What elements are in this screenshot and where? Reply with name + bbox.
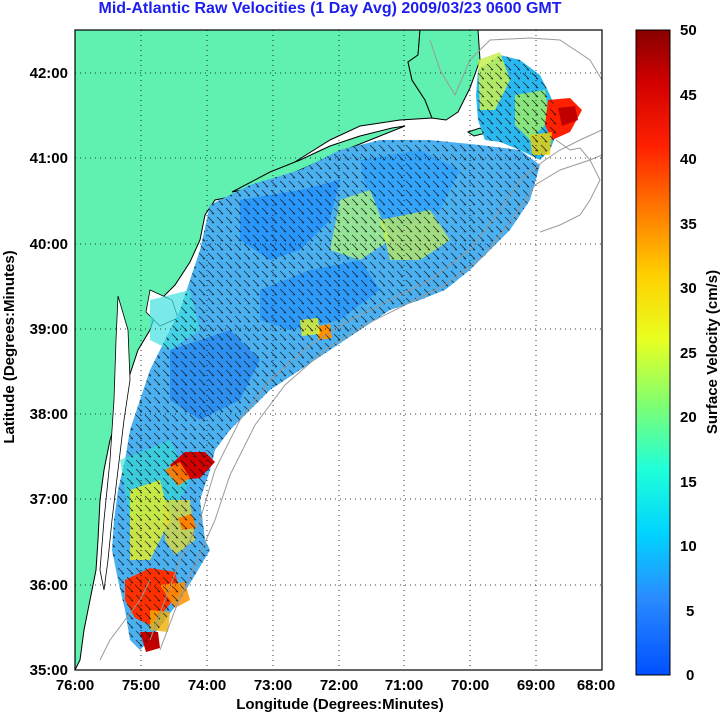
y-tick-label: 38:00 [30,406,68,423]
colorbar-tick: 0 [686,667,694,684]
colorbar-label: Surface Velocity (cm/s) [704,270,721,434]
y-tick-label: 41:00 [30,150,68,167]
colorbar-tick: 45 [680,87,697,104]
y-tick-label: 42:00 [30,65,68,82]
grid [75,30,602,670]
y-tick-label: 36:00 [30,577,68,594]
colorbar-tick: 25 [680,345,697,362]
x-tick-label: 70:00 [451,677,489,694]
map-title: Mid-Atlantic Raw Velocities (1 Day Avg) … [98,0,562,17]
x-tick-label: 73:00 [254,677,292,694]
x-tick-label: 75:00 [122,677,160,694]
x-tick-label: 68:00 [577,677,615,694]
x-axis-label: Longitude (Degrees:Minutes) [236,696,444,713]
colorbar-tick: 40 [680,151,697,168]
y-tick-label: 37:00 [30,491,68,508]
colorbar-tick: 15 [680,474,697,491]
colorbar: 50 45 40 35 30 25 20 15 10 5 0 [635,22,697,684]
x-ticks: 76:00 75:00 74:00 73:00 72:00 71:00 70:0… [56,677,615,694]
y-ticks: 42:00 41:00 40:00 39:00 38:00 37:00 36:0… [30,65,68,679]
colorbar-tick: 35 [680,216,697,233]
chesapeake-bay [99,295,131,591]
colorbar-tick: 10 [680,538,697,555]
bathymetry-contours [99,37,602,661]
colorbar-tick: 30 [680,280,697,297]
y-axis-label: Latitude (Degrees:Minutes) [1,250,18,443]
cape-cod [407,30,481,121]
y-tick-label: 35:00 [30,662,68,679]
colorbar-tick: 50 [680,22,697,39]
x-tick-label: 76:00 [56,677,94,694]
x-tick-label: 72:00 [320,677,358,694]
y-tick-label: 40:00 [30,236,68,253]
colorbar-tick: 5 [686,603,694,620]
colorbar-tick: 20 [680,409,697,426]
plot-frame [74,29,603,671]
y-tick-label: 39:00 [30,321,68,338]
map-area [75,30,602,670]
colorbar-scale [635,29,671,676]
x-tick-label: 69:00 [517,677,555,694]
x-tick-label: 71:00 [385,677,423,694]
velocity-field [112,52,582,652]
x-tick-label: 74:00 [188,677,226,694]
